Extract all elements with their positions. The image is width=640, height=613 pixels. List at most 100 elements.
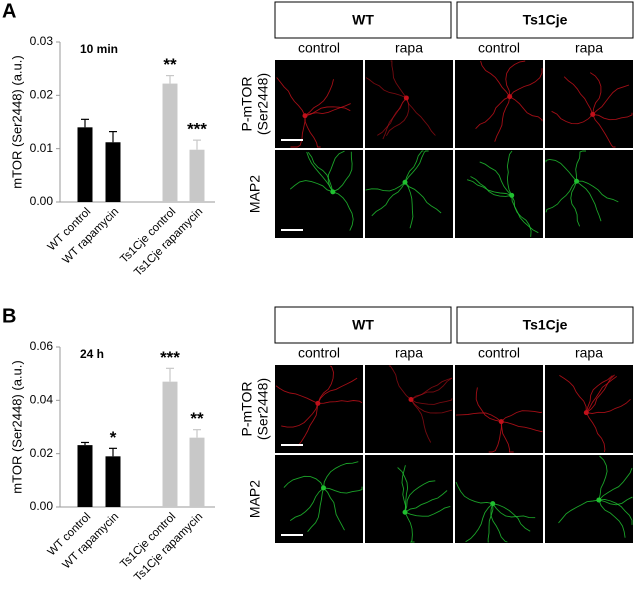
neurite (404, 480, 436, 513)
neurite (276, 77, 306, 117)
soma (583, 410, 589, 416)
neurite (559, 375, 587, 413)
bar (105, 456, 121, 507)
micrograph (545, 60, 633, 148)
bar (77, 127, 93, 202)
neurite (585, 376, 617, 413)
micrograph (455, 60, 543, 148)
micrograph (275, 60, 363, 148)
micrograph (275, 365, 363, 453)
y-tick-label: 0.02 (30, 88, 54, 102)
neurite (397, 467, 409, 513)
y-tick-label: 0.02 (30, 446, 54, 460)
neurite (511, 195, 539, 234)
neurite (479, 161, 513, 196)
significance-label: * (110, 428, 117, 447)
neurite (405, 97, 436, 136)
soma (302, 113, 308, 119)
neurite (492, 503, 531, 532)
neurite (598, 499, 626, 538)
row-label: P-mTOR (239, 382, 255, 437)
neurite (475, 387, 502, 423)
neurite (492, 503, 536, 519)
neurite (404, 181, 442, 214)
neurite (455, 481, 493, 505)
neurite (304, 115, 321, 148)
soma (408, 397, 414, 403)
soma (402, 179, 408, 185)
neurite (487, 503, 494, 543)
neurite (500, 410, 543, 422)
neurite (332, 151, 353, 193)
column-label: control (478, 40, 520, 56)
neurite (598, 498, 633, 525)
neurite (563, 76, 594, 115)
column-label: control (298, 40, 340, 56)
neurite (304, 79, 334, 117)
neurite (575, 150, 586, 182)
neurite (455, 412, 502, 422)
micrograph (275, 455, 363, 543)
neurite (307, 487, 324, 532)
soma (330, 189, 336, 195)
neurite (371, 181, 406, 217)
y-axis-label: mTOR (Ser2448) (a.u.) (9, 55, 24, 188)
neurite (551, 110, 594, 125)
neurite (480, 60, 511, 97)
neurite (598, 455, 608, 501)
soma (596, 497, 602, 503)
soma (402, 509, 408, 515)
neurite (317, 400, 363, 404)
soma (321, 485, 327, 491)
neurite (390, 60, 407, 99)
y-tick-label: 0.00 (30, 499, 54, 513)
bar (77, 445, 93, 507)
neurite (410, 377, 453, 400)
neurite (404, 512, 415, 543)
panel-label: A (2, 0, 16, 22)
y-tick-label: 0.01 (30, 141, 54, 155)
neurite (511, 195, 532, 237)
neurite (558, 499, 599, 524)
neurite (404, 181, 414, 229)
neurite (488, 421, 502, 453)
micrograph (545, 150, 633, 238)
neurite (466, 179, 512, 196)
column-label: rapa (395, 345, 423, 361)
soma (574, 178, 580, 184)
neurite (317, 377, 358, 404)
neurite (404, 150, 429, 183)
group-header: WT (352, 12, 374, 28)
neurite (317, 365, 334, 404)
soma (590, 111, 596, 117)
neurite (592, 112, 633, 121)
neurite (404, 505, 451, 517)
micrograph (365, 365, 453, 453)
neurite (307, 151, 334, 192)
neurite (283, 475, 324, 489)
neurite (592, 114, 616, 148)
neurite (586, 398, 631, 414)
neurite (470, 176, 512, 197)
row-label: (Ser2448) (255, 73, 271, 135)
soma (498, 419, 504, 425)
group-header-box (456, 306, 634, 344)
group-header: WT (352, 317, 374, 333)
neurite (592, 84, 630, 115)
neurite (404, 490, 448, 513)
neurite (505, 60, 526, 97)
column-label: control (298, 345, 340, 361)
chart-subtitle: 24 h (80, 347, 104, 361)
neurite (506, 150, 513, 196)
bar (105, 142, 121, 202)
bar (162, 83, 178, 202)
neurite (289, 180, 333, 193)
group-header-box (456, 1, 634, 39)
y-axis-label: mTOR (Ser2448) (a.u.) (9, 360, 24, 493)
neurite (304, 103, 351, 117)
neurite (475, 96, 510, 130)
neurite (323, 461, 359, 488)
neurite (386, 97, 410, 137)
micrograph (275, 150, 363, 238)
